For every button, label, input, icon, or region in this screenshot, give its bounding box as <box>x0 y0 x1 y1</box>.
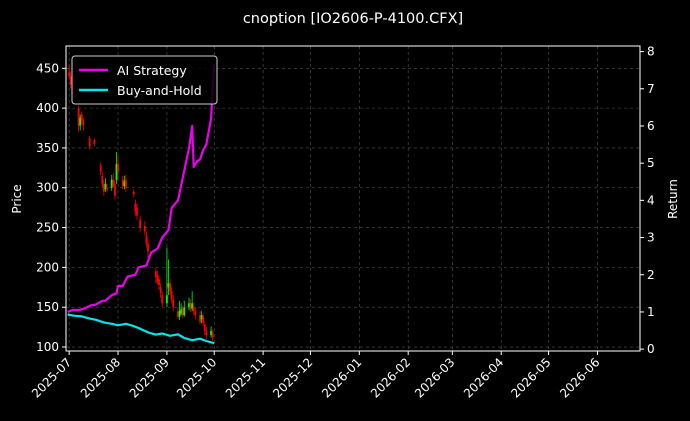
candle-body <box>117 163 119 172</box>
y2-tick-label: 8 <box>647 45 655 59</box>
candle-body <box>79 117 82 126</box>
legend-label-ai-strategy: AI Strategy <box>117 63 187 78</box>
plot-frame <box>65 45 641 352</box>
candlesticks <box>68 64 214 341</box>
y-tick-label: 400 <box>36 101 59 115</box>
candle-body <box>211 332 214 338</box>
candle-body <box>167 283 170 288</box>
candle-body <box>145 235 148 244</box>
candle-body <box>68 72 71 77</box>
candle-body <box>104 183 107 190</box>
candle-body <box>205 331 208 336</box>
candle-body <box>134 203 137 212</box>
candle-body <box>161 295 164 304</box>
series-line-ai-strategy <box>67 64 216 313</box>
y2-axis-label: Return <box>666 179 680 219</box>
y-tick-label: 300 <box>36 181 59 195</box>
y-tick-label: 350 <box>36 141 59 155</box>
y2-tick-label: 3 <box>647 231 655 245</box>
candle-body <box>112 179 115 185</box>
candle-body <box>156 275 159 282</box>
candle-body <box>139 219 142 228</box>
candle-body <box>121 179 124 187</box>
candle-body <box>113 183 116 196</box>
candle-body <box>203 324 206 332</box>
candle-body <box>147 243 149 252</box>
candle-body <box>82 120 85 126</box>
candle-body <box>159 287 162 293</box>
y-tick-label: 450 <box>36 61 59 75</box>
candle-body <box>77 108 80 126</box>
y2-tick-label: 1 <box>647 305 655 319</box>
candle-body <box>106 187 108 190</box>
candle-body <box>172 299 175 308</box>
candle-body <box>202 316 205 324</box>
candle-body <box>189 303 192 309</box>
candle-body <box>158 279 160 285</box>
candle-body <box>80 114 83 121</box>
candle-body <box>101 175 104 184</box>
candle-body <box>170 291 173 300</box>
candle-body <box>177 311 179 317</box>
candle-body <box>181 308 184 316</box>
candle-body <box>188 303 190 308</box>
candle-body <box>180 308 183 314</box>
candle-body <box>166 295 168 304</box>
legend: AI Strategy Buy-and-Hold <box>71 55 218 105</box>
candle-body <box>210 331 212 336</box>
y-tick-label: 200 <box>36 260 59 274</box>
candle-body <box>143 225 146 232</box>
candle-body <box>200 315 203 320</box>
candle-body <box>132 191 135 195</box>
chart-title: cnoption [IO2606-P-4100.CFX] <box>243 11 463 27</box>
y-tick-label: 100 <box>36 340 59 354</box>
y2-tick-label: 0 <box>647 342 655 356</box>
candle-body <box>102 183 105 192</box>
legend-box <box>71 55 218 105</box>
y2-tick-label: 4 <box>647 193 655 207</box>
right-y-axis: 0 1 2 3 4 5 6 7 8 <box>640 45 655 356</box>
candle-body <box>136 207 138 216</box>
legend-label-buy-and-hold: Buy-and-Hold <box>117 83 202 98</box>
y-axis-label: Price <box>10 184 24 213</box>
candle-body <box>199 315 201 322</box>
candle-body <box>88 138 91 147</box>
candle-body <box>110 179 113 188</box>
y2-tick-label: 7 <box>647 82 655 96</box>
candle-body <box>194 311 197 316</box>
y2-tick-label: 5 <box>647 156 655 170</box>
candle-body <box>191 303 194 309</box>
candle-body <box>178 311 181 317</box>
candle-body <box>93 139 96 144</box>
left-y-axis: 100 150 200 250 300 350 400 450 <box>36 61 66 354</box>
candle-body <box>115 163 118 180</box>
series-line-buy-and-hold <box>67 313 215 345</box>
candle-body <box>183 307 186 316</box>
return-lines <box>67 64 216 345</box>
candle-body <box>99 165 102 172</box>
y2-tick-label: 6 <box>647 119 655 133</box>
candle-body <box>125 179 127 188</box>
y-tick-label: 150 <box>36 300 59 314</box>
y2-tick-label: 2 <box>647 268 655 282</box>
candle-body <box>69 76 72 85</box>
candle-body <box>192 307 195 312</box>
candle-body <box>123 181 126 187</box>
candle-body <box>169 283 171 292</box>
y-tick-label: 250 <box>36 221 59 235</box>
candle-body <box>154 271 157 277</box>
